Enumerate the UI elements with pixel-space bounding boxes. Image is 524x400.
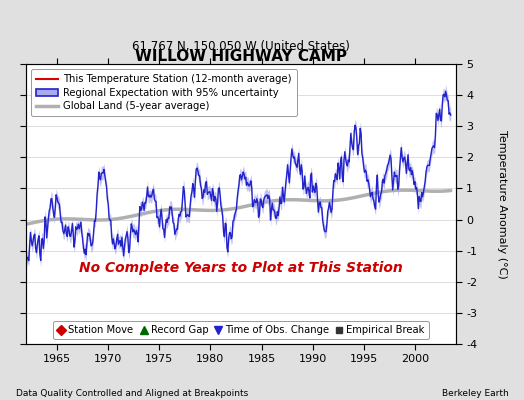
- Text: Data Quality Controlled and Aligned at Breakpoints: Data Quality Controlled and Aligned at B…: [16, 389, 248, 398]
- Legend: Station Move, Record Gap, Time of Obs. Change, Empirical Break: Station Move, Record Gap, Time of Obs. C…: [53, 321, 429, 339]
- Text: No Complete Years to Plot at This Station: No Complete Years to Plot at This Statio…: [79, 262, 403, 275]
- Title: WILLOW HIGHWAY CAMP: WILLOW HIGHWAY CAMP: [135, 49, 347, 64]
- Text: 61.767 N, 150.050 W (United States): 61.767 N, 150.050 W (United States): [132, 40, 350, 53]
- Y-axis label: Temperature Anomaly (°C): Temperature Anomaly (°C): [497, 130, 507, 278]
- Text: Berkeley Earth: Berkeley Earth: [442, 389, 508, 398]
